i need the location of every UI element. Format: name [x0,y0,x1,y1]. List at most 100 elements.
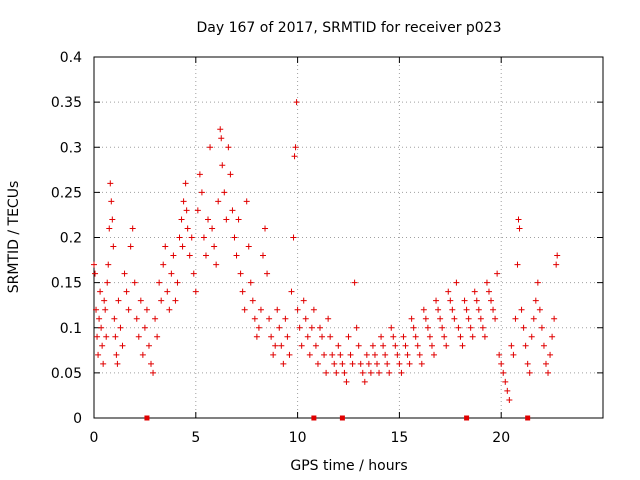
data-point [341,369,348,376]
data-point [231,234,238,241]
data-point [327,333,334,340]
data-point [441,333,448,340]
data-point [196,171,203,178]
data-point [143,306,150,313]
data-point [549,333,556,340]
data-point [473,297,480,304]
data-point [471,288,478,295]
data-point [321,351,328,358]
data-point [345,333,352,340]
data-point [378,333,385,340]
data-point [404,351,411,358]
data-point [339,360,346,367]
data-point [325,315,332,322]
data-point [274,306,281,313]
data-point [145,342,152,349]
data-point [266,315,273,322]
data-point [422,315,429,322]
data-point [108,198,115,205]
data-point [217,126,224,133]
data-point [95,351,102,358]
data-point [504,387,511,394]
data-point [117,324,124,331]
data-point [514,261,521,268]
data-point [418,360,425,367]
data-point [538,324,545,331]
data-point [186,252,193,259]
y-axis-label: SRMTID / TECUs [6,181,22,294]
data-point [412,333,419,340]
data-point [510,351,517,358]
data-point [170,252,177,259]
data-point [288,288,295,295]
data-point [526,369,533,376]
data-point [135,333,142,340]
data-point [259,252,266,259]
x-tick-label: 0 [90,430,99,446]
data-point [400,333,407,340]
data-point [433,297,440,304]
data-point [380,342,387,349]
data-point [123,288,130,295]
data-point [524,360,531,367]
data-point [347,351,354,358]
data-point [402,342,409,349]
data-point [158,297,165,304]
data-point [243,198,250,205]
data-point [176,234,183,241]
data-point [184,225,191,232]
data-point [111,315,118,322]
x-tick-label: 20 [492,430,510,446]
data-point [188,234,195,241]
data-point [459,342,466,349]
data-point [500,369,507,376]
data-point [272,342,279,349]
data-point [182,180,189,187]
data-point [359,369,366,376]
data-point [97,288,104,295]
data-point [386,369,393,376]
data-point [127,243,134,250]
data-point [469,333,476,340]
y-tick-label: 0.2 [60,231,82,247]
data-point [463,306,470,313]
data-point [241,306,248,313]
data-point [477,315,484,322]
data-point [93,306,100,313]
data-point [319,333,326,340]
data-point [306,351,313,358]
data-point [105,261,112,268]
data-point [490,306,497,313]
data-point [284,333,291,340]
data-point [253,333,260,340]
data-point [329,351,336,358]
data-point [502,378,509,385]
data-point [179,243,186,250]
data-point [221,189,228,196]
data-point [361,378,368,385]
data-point [296,324,303,331]
data-point [451,315,458,322]
data-point [508,342,515,349]
data-point [137,297,144,304]
axis-ticks: 0 0.05 0.1 0.15 0.2 0.25 0.3 0.35 0.4 0 5 10 15 20 [51,50,603,446]
data-point [475,306,482,313]
data-point [449,306,456,313]
data-point [479,324,486,331]
data-point [506,396,513,403]
data-point [494,270,501,277]
data-point [388,324,395,331]
data-point [190,270,197,277]
data-point [121,270,128,277]
data-point [218,135,225,142]
data-point [268,333,275,340]
y-tick-label: 0.3 [60,140,82,156]
data-point [213,261,220,268]
data-point [148,360,155,367]
data-point [110,243,117,250]
data-point [215,198,222,205]
y-tick-label: 0.15 [51,276,82,292]
data-point [310,306,317,313]
data-point [200,234,207,241]
data-point [545,369,552,376]
